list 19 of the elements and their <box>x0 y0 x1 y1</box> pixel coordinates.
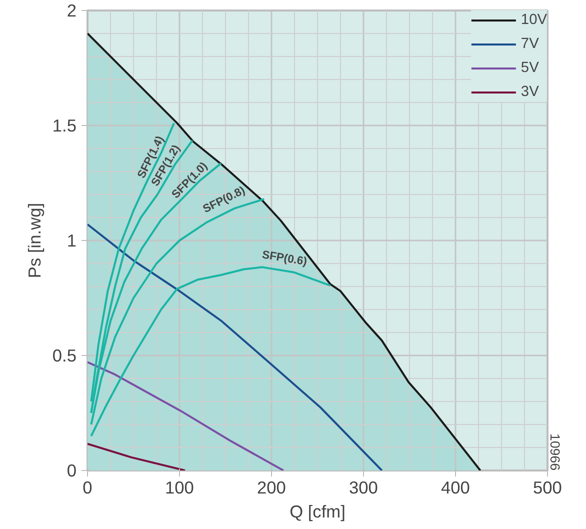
annotation: 10966 <box>548 433 562 470</box>
x-tick-label: 300 <box>349 478 378 498</box>
y-axis-title: Ps [in.wg] <box>24 202 44 278</box>
y-tick-label: 1.5 <box>52 116 77 136</box>
x-tick-label: 100 <box>165 478 194 498</box>
y-tick-label: 1 <box>66 230 77 250</box>
x-axis-title: Q [cfm] <box>290 502 346 522</box>
y-tick-label: 0 <box>66 460 77 480</box>
legend-label: 7V <box>520 36 540 52</box>
legend-label: 5V <box>520 60 540 76</box>
legend-label: 3V <box>520 84 540 100</box>
text: SFP(0.6) <box>261 249 308 268</box>
x-tick-label: 0 <box>82 478 92 498</box>
x-tick-label: 200 <box>257 478 286 498</box>
y-tick-label: 2 <box>66 0 77 20</box>
x-tick-label: 400 <box>441 478 470 498</box>
legend-label: 10V <box>520 12 547 28</box>
y-tick-label: 0.5 <box>52 346 77 366</box>
x-tick-label: 500 <box>533 478 562 498</box>
